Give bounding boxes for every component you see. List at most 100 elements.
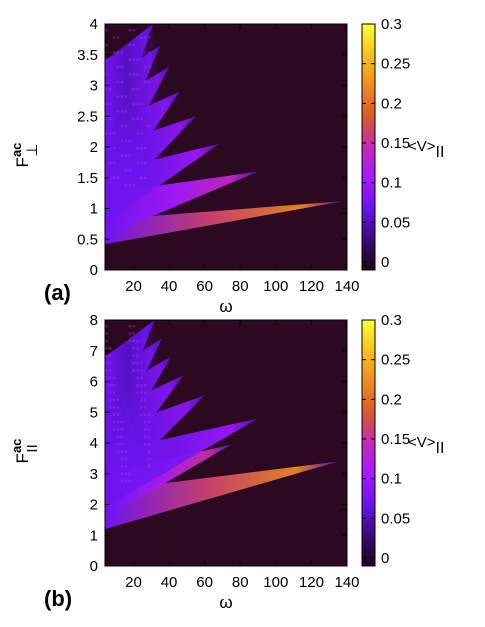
texture-cell	[148, 95, 151, 98]
resonance-tongue	[105, 201, 344, 245]
texture-cell	[148, 65, 151, 69]
x-axis-label: ω	[219, 297, 232, 316]
texture-cell	[124, 139, 128, 143]
texture-cell	[132, 347, 135, 350]
texture-cell	[148, 36, 151, 39]
texture-cell	[148, 465, 151, 468]
y-tick-label: 1	[90, 527, 98, 544]
texture-cell	[140, 147, 143, 150]
x-tick-label: 40	[161, 278, 178, 295]
x-tick-label: 60	[196, 278, 213, 295]
heatmap-area	[105, 24, 346, 270]
panel-b: 20 40 60 80 100 120 140012345678ωFacII00.050.1…	[9, 312, 444, 612]
texture-cell	[112, 36, 116, 39]
texture-cell	[148, 420, 151, 424]
texture-cell	[140, 176, 143, 180]
texture-cell	[140, 117, 143, 120]
texture-cell	[136, 58, 139, 61]
texture-cell	[105, 132, 108, 135]
panel-label: (a)	[44, 280, 71, 305]
texture-cell	[136, 102, 139, 106]
texture-cell	[105, 117, 108, 120]
texture-cell	[116, 65, 120, 69]
texture-cell	[116, 80, 120, 84]
texture-cell	[144, 435, 147, 439]
texture-cell	[108, 176, 112, 180]
panel-a: 20 40 60 80 100 120 140 0 0.5 1 1.5 2 2.5 3 3.5 4 ω Fac⊥ 0…	[9, 16, 444, 316]
texture-cell	[116, 443, 120, 446]
y-tick-label: 0	[90, 262, 98, 279]
texture-cell	[105, 87, 108, 91]
x-tick-label: 20	[125, 278, 142, 295]
x-tick-label: 100	[263, 574, 288, 591]
colorbar-tick-label: 0.2	[381, 391, 402, 408]
texture-cell	[136, 339, 139, 343]
texture-cell	[116, 428, 120, 431]
texture-cell	[105, 102, 108, 106]
x-tick-label: 120	[299, 278, 324, 295]
texture-cell	[105, 361, 108, 365]
texture-cell	[112, 398, 116, 402]
texture-cell	[120, 110, 124, 113]
texture-cell	[148, 124, 151, 128]
y-tick-label: 3	[90, 466, 98, 483]
texture-cell	[132, 117, 135, 120]
texture-cell	[108, 398, 112, 402]
texture-cell	[120, 65, 124, 69]
texture-cell	[108, 161, 112, 165]
texture-cell	[128, 472, 131, 476]
texture-cell	[140, 369, 143, 372]
y-tick-label: 4	[90, 435, 98, 452]
colorbar-tick-label: 0	[381, 550, 389, 567]
texture-cell	[144, 428, 147, 431]
x-tick-label: 140	[334, 278, 359, 295]
y-tick-label: 1	[90, 201, 98, 218]
texture-cell	[132, 102, 135, 106]
texture-cell	[108, 147, 112, 150]
colorbar-tick-label: 0.3	[381, 312, 402, 329]
texture-cell	[132, 28, 135, 32]
texture-cell	[128, 154, 131, 157]
texture-cell	[148, 80, 151, 84]
colorbar-tick-label: 0.15	[381, 431, 410, 448]
texture-cell	[116, 413, 120, 416]
resonance-tongue	[105, 320, 155, 447]
texture-cell	[140, 413, 143, 416]
texture-cell	[124, 95, 128, 98]
texture-cell	[144, 443, 147, 446]
y-axis-label-base: F	[13, 453, 32, 463]
texture-cell	[112, 176, 116, 180]
colorbar	[361, 23, 376, 271]
texture-cell	[136, 147, 139, 150]
texture-cell	[105, 73, 108, 76]
x-tick-label: 20	[125, 574, 142, 591]
texture-cell	[128, 58, 131, 61]
resonance-tongue	[105, 24, 154, 166]
texture-cell	[148, 457, 151, 461]
texture-cell	[136, 376, 139, 380]
texture-cell	[124, 472, 128, 476]
texture-cell	[120, 420, 124, 424]
texture-cell	[132, 369, 135, 372]
y-axis-label: Fac⊥	[9, 143, 41, 168]
texture-cell	[132, 354, 135, 357]
x-tick-label: 60	[196, 574, 213, 591]
texture-cell	[132, 324, 135, 328]
texture-cell	[120, 139, 124, 143]
texture-cell	[148, 51, 151, 54]
colorbar-tick-label: 0.05	[381, 510, 410, 527]
texture-cell	[128, 169, 131, 172]
y-tick-label: 0.5	[77, 231, 98, 248]
texture-cell	[105, 28, 108, 32]
texture-cell	[116, 36, 120, 39]
resonance-tongue	[105, 461, 339, 530]
texture-cell	[108, 383, 112, 387]
texture-cell	[108, 87, 112, 91]
colorbar-tick-label: 0.3	[381, 16, 402, 33]
y-tick-label: 2.5	[77, 108, 98, 125]
texture-cell	[140, 102, 143, 106]
texture-cell	[136, 383, 139, 387]
texture-cell	[112, 413, 116, 416]
texture-cell	[112, 51, 116, 54]
texture-cell	[136, 87, 139, 91]
